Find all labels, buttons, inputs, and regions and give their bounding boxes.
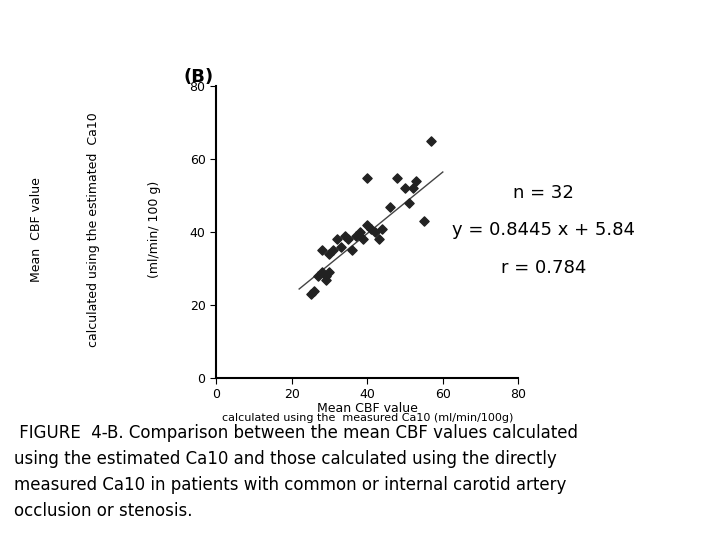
Point bbox=[305, 290, 316, 299]
Text: measured Ca10 in patients with common or internal carotid artery: measured Ca10 in patients with common or… bbox=[14, 476, 567, 494]
Point bbox=[343, 235, 354, 244]
Text: y = 0.8445 x + 5.84: y = 0.8445 x + 5.84 bbox=[452, 221, 635, 239]
Point bbox=[312, 272, 324, 280]
Text: Mean CBF value: Mean CBF value bbox=[317, 402, 418, 415]
Point bbox=[361, 173, 373, 182]
Text: (ml/min/ 100 g): (ml/min/ 100 g) bbox=[148, 181, 161, 278]
Point bbox=[316, 268, 328, 276]
Point bbox=[403, 199, 415, 207]
Point bbox=[369, 228, 380, 237]
Point bbox=[323, 268, 335, 276]
Point bbox=[407, 184, 418, 193]
Text: calculated using the  measured Ca10 (ml/min/100g): calculated using the measured Ca10 (ml/m… bbox=[222, 413, 513, 423]
Point bbox=[328, 246, 339, 255]
Point bbox=[365, 224, 377, 233]
Text: Mean  CBF value: Mean CBF value bbox=[30, 177, 42, 282]
Point bbox=[331, 235, 343, 244]
Point bbox=[346, 246, 358, 255]
Point bbox=[308, 286, 320, 295]
Point bbox=[361, 220, 373, 229]
Text: using the estimated Ca10 and those calculated using the directly: using the estimated Ca10 and those calcu… bbox=[14, 450, 557, 468]
Point bbox=[354, 228, 365, 237]
Point bbox=[338, 232, 350, 240]
Point bbox=[350, 232, 361, 240]
Point bbox=[320, 272, 331, 280]
Text: FIGURE  4-B. Comparison between the mean CBF values calculated: FIGURE 4-B. Comparison between the mean … bbox=[14, 424, 578, 442]
Point bbox=[399, 184, 410, 193]
Text: calculated using the estimated  Ca10: calculated using the estimated Ca10 bbox=[87, 112, 100, 347]
Point bbox=[377, 224, 388, 233]
Point bbox=[410, 177, 422, 185]
Point bbox=[320, 275, 331, 284]
Text: occlusion or stenosis.: occlusion or stenosis. bbox=[14, 502, 193, 519]
Point bbox=[418, 217, 430, 226]
Text: r = 0.784: r = 0.784 bbox=[501, 259, 586, 277]
Point bbox=[316, 246, 328, 255]
Point bbox=[358, 235, 369, 244]
Point bbox=[426, 137, 437, 145]
Point bbox=[392, 173, 403, 182]
Point bbox=[384, 202, 396, 211]
Point bbox=[335, 242, 346, 251]
Point bbox=[373, 235, 384, 244]
Text: n = 32: n = 32 bbox=[513, 184, 574, 201]
Point bbox=[323, 249, 335, 258]
Text: (B): (B) bbox=[184, 68, 214, 85]
